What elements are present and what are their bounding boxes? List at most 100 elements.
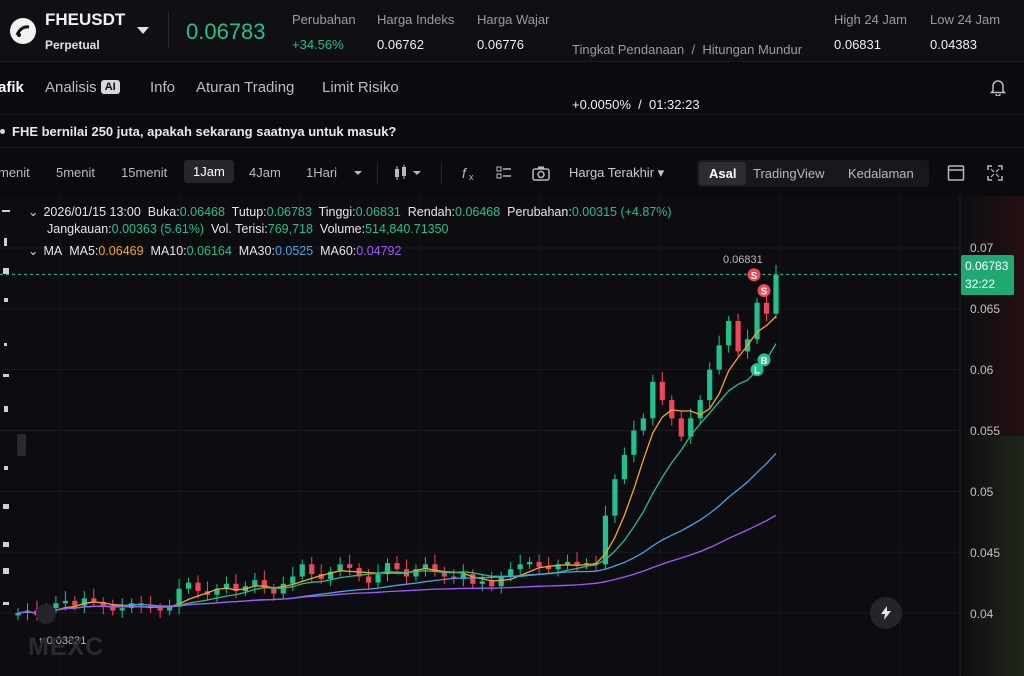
stat-value: +34.56% bbox=[292, 37, 344, 52]
text-tool-icon bbox=[4, 343, 7, 346]
view-tradingview[interactable]: TradingView bbox=[753, 166, 825, 181]
quick-trade-bolt-icon[interactable] bbox=[870, 597, 902, 629]
candle-body bbox=[659, 381, 665, 401]
calendar-icon[interactable] bbox=[36, 604, 56, 624]
eye-tool-icon bbox=[3, 542, 9, 547]
candle-body bbox=[470, 574, 476, 584]
timeframe-15min[interactable]: 15menit bbox=[121, 165, 168, 180]
candle-body bbox=[365, 576, 372, 583]
view-depth[interactable]: Kedalaman bbox=[848, 166, 914, 181]
candle-body bbox=[631, 430, 637, 455]
tab-chart[interactable]: afik bbox=[0, 79, 24, 96]
brush-tool-icon bbox=[4, 406, 8, 412]
legend-change: 0.00315 (+4.87%) bbox=[571, 205, 672, 219]
tab-info[interactable]: Info bbox=[150, 79, 176, 96]
candle-type-icon[interactable] bbox=[393, 164, 425, 187]
candle-body bbox=[536, 561, 542, 567]
shape-tool-icon bbox=[4, 298, 8, 302]
legend-volfilled-label: Vol. Terisi: bbox=[211, 222, 268, 236]
candle-body bbox=[716, 345, 722, 370]
legend-date: 2026/01/15 13:00 bbox=[43, 205, 141, 219]
timeframe-1d[interactable]: 1Hari bbox=[306, 165, 338, 180]
more-timeframes-icon[interactable] bbox=[352, 164, 364, 187]
candle-body bbox=[271, 588, 277, 594]
candle-body bbox=[517, 564, 523, 570]
candle-body bbox=[678, 418, 684, 437]
last-price: 0.06783 bbox=[186, 19, 266, 44]
settings-tool-icon bbox=[3, 602, 9, 605]
chart-view-switcher: Asal TradingView Kedalaman bbox=[697, 160, 929, 187]
y-tick: 0.045 bbox=[970, 546, 1001, 560]
trade-marker-label: L bbox=[754, 366, 760, 377]
timeframe-4h[interactable]: 4Jam bbox=[249, 165, 281, 180]
candle-body bbox=[100, 602, 106, 607]
candle-body bbox=[489, 581, 495, 587]
candle-body bbox=[167, 606, 173, 611]
magnet-tool-icon bbox=[4, 466, 8, 470]
chevron-down-icon[interactable]: ⌄ bbox=[28, 244, 39, 258]
candle-body bbox=[375, 574, 381, 583]
svg-text:f: f bbox=[462, 165, 468, 181]
news-headline[interactable]: FHE bernilai 250 juta, apakah sekarang s… bbox=[12, 124, 397, 139]
chevron-down-icon[interactable]: ⌄ bbox=[28, 205, 39, 219]
candle-body bbox=[564, 561, 571, 565]
stat-label: Harga Indeks bbox=[377, 12, 455, 27]
tab-risk-limit[interactable]: Limit Risiko bbox=[322, 79, 399, 96]
stat-value: +0.0050% / 01:32:23 bbox=[572, 97, 700, 112]
settings-list-icon[interactable] bbox=[496, 164, 512, 187]
candle-body bbox=[650, 381, 656, 419]
trade-marker-label: S bbox=[761, 287, 768, 298]
symbol-dropdown-icon[interactable] bbox=[137, 27, 149, 34]
ma10-label: MA10: bbox=[150, 244, 187, 258]
fullscreen-icon[interactable] bbox=[986, 164, 1004, 187]
stat-funding-rate[interactable]: Tingkat Pendanaan / Hitungan Mundur +0.0… bbox=[572, 12, 802, 142]
legend-volume-label: Volume: bbox=[319, 222, 366, 236]
ma-label[interactable]: MA bbox=[43, 244, 63, 258]
legend-low: 0.06468 bbox=[455, 205, 501, 219]
legend-low-label: Rendah: bbox=[407, 205, 456, 219]
ma60-label: MA60: bbox=[320, 244, 357, 258]
news-banner[interactable]: FHE bernilai 250 juta, apakah sekarang s… bbox=[0, 114, 1024, 148]
candle-body bbox=[185, 582, 192, 589]
candle-body bbox=[15, 613, 21, 616]
candle-body bbox=[735, 321, 741, 352]
timeframe-1h[interactable]: 1Jam bbox=[184, 160, 234, 183]
collapse-toolbar-handle[interactable] bbox=[17, 434, 26, 456]
tab-label: Analisis bbox=[45, 79, 97, 96]
fhe-logo-icon bbox=[10, 18, 36, 44]
candle-body bbox=[508, 569, 514, 577]
chart-canvas[interactable]: SS BL bbox=[0, 196, 1024, 676]
candle-body bbox=[763, 302, 770, 314]
candle-body bbox=[479, 581, 485, 584]
candle-body bbox=[195, 582, 201, 592]
trade-marker bbox=[757, 284, 771, 298]
layout-icon[interactable] bbox=[947, 164, 965, 187]
legend-change-label: Perubahan: bbox=[507, 205, 572, 219]
tab-trading-rules[interactable]: Aturan Trading bbox=[196, 79, 295, 96]
view-original[interactable]: Asal bbox=[699, 162, 747, 185]
trash-tool-icon bbox=[3, 568, 9, 574]
tab-analysis[interactable]: Analisis AI bbox=[45, 79, 120, 96]
candle-body bbox=[233, 583, 239, 592]
timeframe-1min[interactable]: menit bbox=[0, 165, 30, 180]
candle-body bbox=[91, 598, 97, 603]
trade-marker-label: S bbox=[751, 271, 758, 282]
ohlc-legend: ⌄ 2026/01/15 13:00 Buka:0.06468 Tutup:0.… bbox=[28, 204, 672, 219]
timeframe-5min[interactable]: 5menit bbox=[56, 165, 96, 180]
stat-label: Tingkat Pendanaan / Hitungan Mundur bbox=[572, 42, 803, 57]
candle-body bbox=[583, 563, 590, 565]
stat-label: Harga Wajar bbox=[477, 12, 550, 27]
svg-text:x: x bbox=[469, 172, 474, 182]
legend-high-label: Tinggi: bbox=[318, 205, 356, 219]
price-type-select[interactable]: Harga Terakhir ▾ bbox=[569, 165, 664, 181]
bell-icon[interactable] bbox=[989, 78, 1007, 101]
candle-body bbox=[223, 583, 230, 589]
symbol-name[interactable]: FHEUSDT bbox=[45, 10, 126, 29]
legend-range: 0.00363 (5.61%) bbox=[111, 222, 205, 236]
camera-icon[interactable] bbox=[532, 164, 550, 187]
stat-value: 0.06776 bbox=[477, 37, 524, 52]
low-marker-label: ↑ 0.03831 bbox=[38, 635, 87, 647]
stat-value: 0.06831 bbox=[834, 37, 881, 52]
